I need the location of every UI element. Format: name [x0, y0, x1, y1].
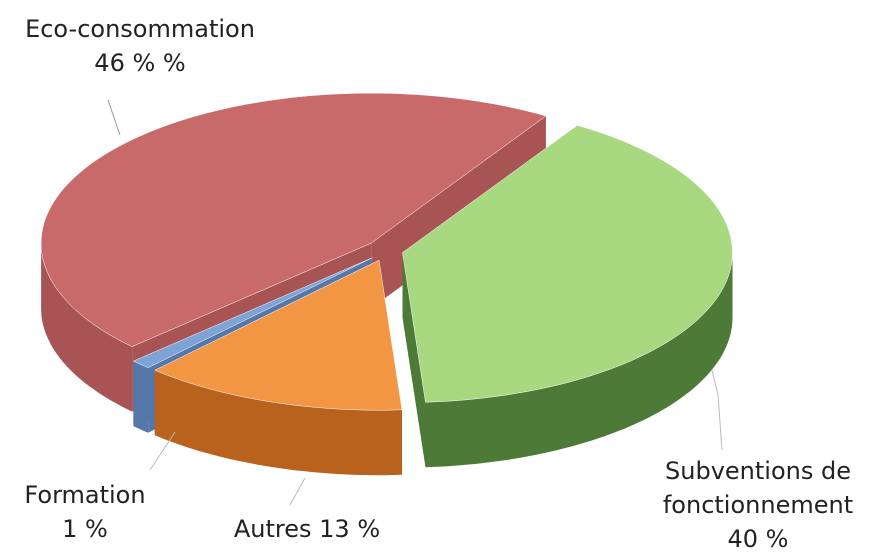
value-label: 13 % [319, 515, 381, 543]
slice-top [132, 257, 373, 368]
slice-side-face [402, 252, 426, 468]
value-label: 40 % [727, 525, 789, 553]
slice-top [402, 125, 733, 403]
label-subventions: Subventions de fonctionnement 40 % [643, 454, 873, 556]
slice-top [154, 259, 403, 411]
leader-line [149, 431, 176, 471]
category-label: Subventions de fonctionnement [662, 457, 854, 519]
value-label: 46 % % [94, 49, 186, 77]
slice-top [40, 92, 547, 347]
slice-wall [425, 252, 733, 468]
leader-line [107, 99, 121, 136]
category-label: Eco-consommation [25, 15, 255, 43]
slice-wall [41, 243, 133, 412]
category-label: Autres [233, 515, 312, 543]
value-label: 1 % [62, 515, 108, 543]
leader-line [289, 477, 306, 506]
label-autres: Autres 13 % [234, 512, 380, 546]
leader-line [711, 369, 723, 451]
category-label: Formation [24, 481, 146, 509]
slice-wall [154, 370, 402, 476]
label-eco: Eco-consommation 46 % % [25, 12, 255, 80]
slice-wall [133, 361, 149, 433]
label-formation: Formation 1 % [24, 478, 145, 546]
